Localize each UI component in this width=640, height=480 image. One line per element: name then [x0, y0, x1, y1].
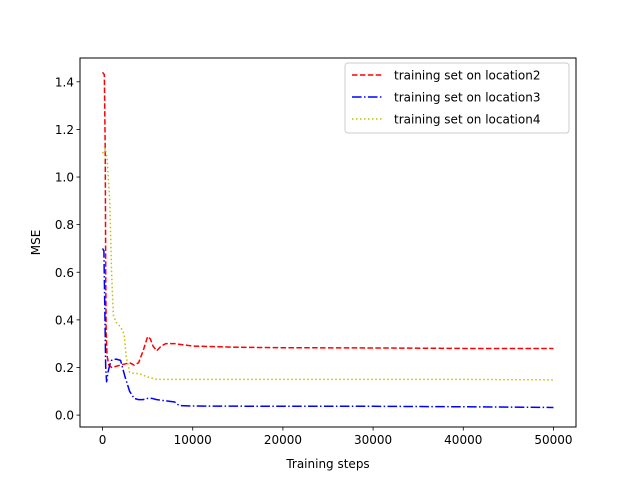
x-tick-label: 10000: [174, 433, 212, 447]
y-tick-label: 0.4: [55, 313, 74, 327]
series-line-1: [101, 71, 554, 369]
legend-label-3: training set on location4: [394, 113, 540, 127]
y-tick-label: 1.0: [55, 171, 74, 185]
y-tick-label: 0.0: [55, 409, 74, 423]
y-tick-label: 1.4: [55, 75, 74, 89]
y-tick-label: 0.6: [55, 266, 74, 280]
legend-label-2: training set on location3: [394, 91, 540, 105]
series-line-3: [101, 147, 554, 381]
x-tick-label: 30000: [354, 433, 392, 447]
x-tick-label: 50000: [534, 433, 572, 447]
legend: training set on location2 training set on…: [344, 62, 570, 134]
plot-lines: [101, 71, 554, 409]
x-tick-label: 20000: [264, 433, 302, 447]
y-tick-label: 0.2: [55, 361, 74, 375]
legend-box: [344, 62, 570, 134]
y-axis-label: MSE: [29, 230, 43, 256]
y-tick-label: 0.8: [55, 218, 74, 232]
x-axis-label: Training steps: [285, 457, 369, 471]
axes-frame: [79, 57, 577, 428]
x-axis-ticks: 0 10000 20000 30000 40000 50000: [99, 427, 573, 447]
y-axis-ticks: 0.0 0.2 0.4 0.6 0.8 1.0 1.2 1.4: [55, 75, 80, 423]
y-tick-label: 1.2: [55, 123, 74, 137]
x-tick-label: 40000: [444, 433, 482, 447]
legend-label-1: training set on location2: [394, 69, 540, 83]
series-line-2: [101, 248, 554, 409]
x-tick-label: 0: [99, 433, 107, 447]
